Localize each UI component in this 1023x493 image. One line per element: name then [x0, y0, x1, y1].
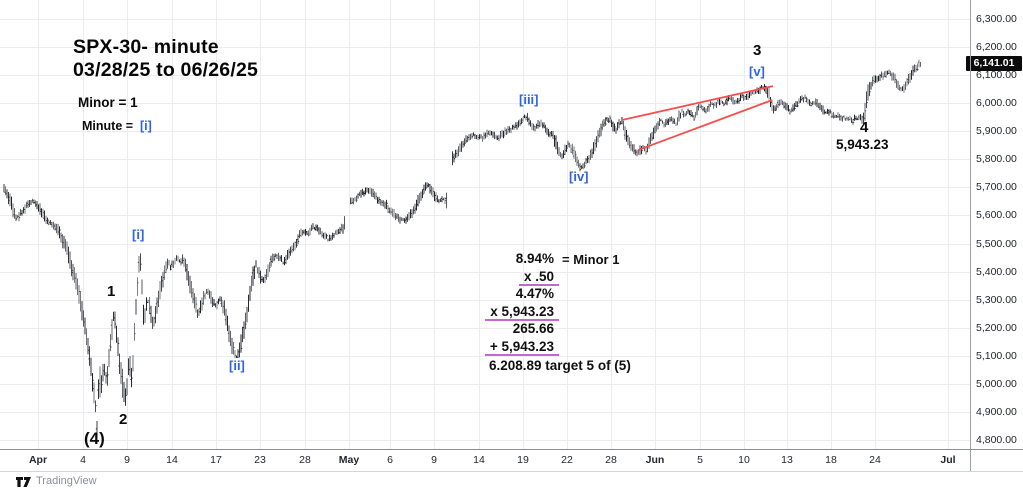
calc-row-5: 265.66: [512, 321, 554, 336]
wave-label-iv[interactable]: [iv]: [569, 169, 589, 184]
x-axis-label: 28: [605, 454, 617, 466]
wave-label-2[interactable]: 2: [119, 411, 128, 428]
y-axis-label: 6,200.00: [976, 41, 1017, 54]
x-axis-label: 23: [254, 454, 266, 466]
y-axis-label: 5,200.00: [976, 321, 1017, 334]
wave-label-4[interactable]: (4): [84, 429, 105, 448]
x-axis-label: 22: [561, 454, 573, 466]
x-axis-label: Apr: [28, 454, 48, 466]
x-axis-label: 6: [387, 454, 393, 466]
wave-label-4[interactable]: 4: [860, 119, 869, 136]
last-price-badge: 6,141.01: [966, 56, 1022, 72]
minor-wave-legend[interactable]: Minor = 1: [78, 95, 138, 110]
y-axis-label: 5,700.00: [976, 181, 1017, 194]
footer-separator: [0, 471, 1023, 472]
x-axis-label: 9: [124, 454, 130, 466]
y-axis-label: 6,100.00: [976, 69, 1017, 82]
x-axis-label: 24: [869, 454, 881, 466]
x-axis-label: 10: [738, 454, 750, 466]
price-axis[interactable]: 6,300.00 6,200.00 6,100.00 6,000.00 5,900.00…: [971, 0, 1023, 449]
y-axis-label: 5,600.00: [976, 209, 1017, 222]
chart-title-annotation[interactable]: SPX-30- minute 03/28/25 to 06/26/25: [73, 36, 258, 82]
title-line2: 03/28/25 to 06/26/25: [73, 59, 259, 81]
wave-label-3[interactable]: 3: [753, 42, 762, 59]
calc-row-1: 8.94% = Minor 1: [515, 251, 620, 267]
x-axis-label: 4: [80, 454, 86, 466]
time-axis-separator: [0, 449, 1023, 450]
x-axis-label: May: [338, 454, 360, 466]
calc-row-1-suffix: = Minor 1: [562, 252, 620, 267]
y-axis-label: 5,500.00: [976, 237, 1017, 250]
y-axis-label: 5,100.00: [976, 349, 1017, 362]
x-axis-label: 5: [697, 454, 703, 466]
wave-label-594323[interactable]: 5,943.23: [836, 137, 889, 152]
x-axis-label: Jun: [645, 454, 665, 466]
x-axis-label: 18: [825, 454, 837, 466]
x-axis-label: 28: [299, 454, 311, 466]
calc-row-4: x 5,943.23: [440, 304, 559, 322]
y-axis-label: 5,400.00: [976, 265, 1017, 278]
minute-wave-legend[interactable]: Minute = [i]: [82, 119, 152, 133]
y-axis-label: 5,800.00: [976, 153, 1017, 166]
fib-target-calculation[interactable]: 8.94% = Minor 1 x .50 4.47% x 5,943.23 26…: [440, 251, 631, 376]
y-axis-label: 5,000.00: [976, 377, 1017, 390]
title-line1: SPX-30- minute: [73, 36, 219, 58]
minute-label: Minute =: [82, 119, 134, 133]
y-axis-label: 4,800.00: [976, 434, 1017, 446]
tradingview-logo-text: TradingView: [36, 475, 97, 487]
wave-label-v[interactable]: [v]: [749, 64, 765, 79]
calc-row-6: + 5,943.23: [440, 339, 559, 357]
wave-label-ii[interactable]: [ii]: [229, 358, 245, 373]
tradingview-attribution[interactable]: TradingView: [16, 475, 97, 487]
wave-label-1[interactable]: 1: [107, 283, 116, 300]
minute-value: [i]: [140, 119, 152, 133]
price-chart-canvas[interactable]: [0, 0, 970, 449]
x-axis-label: 17: [210, 454, 222, 466]
price-axis-separator: [970, 0, 971, 471]
wave-label-iii[interactable]: [iii]: [519, 92, 539, 107]
calc-row-2: x .50: [440, 269, 559, 287]
wave-label-i[interactable]: [i]: [132, 227, 145, 242]
calc-row-3: 4.47%: [515, 286, 554, 301]
time-axis[interactable]: Apr 4 9 14 17 23 28 May 6 9 14 19 22 28 Jun 5 10 13 18 24 Ju…: [0, 450, 970, 471]
x-axis-label: 14: [473, 454, 485, 466]
x-axis-label: Jul: [940, 454, 956, 466]
calc-row-result: 6.208.89 target 5 of (5): [489, 358, 631, 373]
y-axis-label: 6,000.00: [976, 97, 1017, 110]
x-axis-label: 9: [431, 454, 437, 466]
tradingview-logo-icon: [16, 476, 31, 487]
x-axis-label: 13: [781, 454, 793, 466]
x-axis-label: 14: [166, 454, 178, 466]
y-axis-label: 6,300.00: [976, 13, 1017, 25]
y-axis-label: 5,900.00: [976, 125, 1017, 138]
x-axis-label: 19: [517, 454, 529, 466]
y-axis-label: 4,900.00: [976, 405, 1017, 418]
y-axis-label: 5,300.00: [976, 293, 1017, 306]
